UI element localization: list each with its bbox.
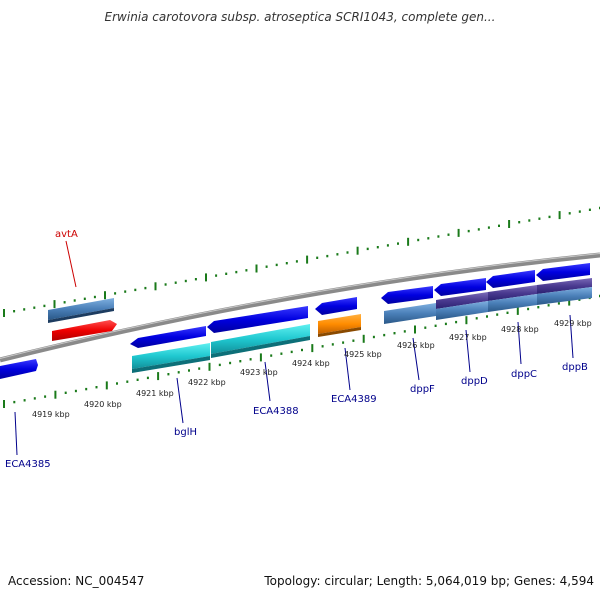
gene-label-dppB[interactable]: dppB bbox=[562, 362, 588, 373]
gene-dppF-feature[interactable] bbox=[381, 286, 436, 324]
gene-ECA4388-feature[interactable] bbox=[211, 324, 310, 358]
accession-text: Accession: NC_004547 bbox=[8, 574, 145, 588]
gene-label-dppC[interactable]: dppC bbox=[511, 369, 537, 380]
gene-label-dppD[interactable]: dppD bbox=[461, 376, 488, 387]
kbp-label: 4928 kbp bbox=[501, 325, 539, 334]
gene-ECA4389-feature[interactable] bbox=[315, 297, 361, 337]
topology-text: Topology: circular; Length: 5,064,019 bp… bbox=[264, 574, 594, 588]
gene-label-bglH[interactable]: bglH bbox=[174, 427, 197, 438]
gene-ECA4385-feature[interactable] bbox=[0, 359, 38, 379]
gene-dppD-feature[interactable] bbox=[434, 278, 488, 320]
kbp-label: 4920 kbp bbox=[84, 400, 122, 409]
gene-avtA-feature[interactable] bbox=[48, 298, 117, 341]
gene-bglH-feature[interactable] bbox=[130, 306, 308, 373]
genome-backbone bbox=[0, 252, 600, 363]
kbp-label: 4926 kbp bbox=[397, 341, 435, 350]
gene-dppC-feature[interactable] bbox=[486, 270, 537, 312]
kbp-label: 4922 kbp bbox=[188, 378, 226, 387]
gene-dppB-feature[interactable] bbox=[536, 263, 592, 305]
label-connectors bbox=[14, 240, 574, 456]
gene-labels: avtA ECA4385 bglH ECA4388 ECA4389 dppF d… bbox=[5, 229, 588, 470]
page-title: Erwinia carotovora subsp. atroseptica SC… bbox=[104, 10, 496, 24]
kbp-label: 4929 kbp bbox=[554, 319, 592, 328]
gene-label-dppF[interactable]: dppF bbox=[410, 384, 435, 395]
kbp-scale-labels: 4919 kbp 4920 kbp 4921 kbp 4922 kbp 4923… bbox=[32, 319, 592, 419]
gene-label-ECA4388[interactable]: ECA4388 bbox=[253, 406, 299, 417]
kbp-label: 4925 kbp bbox=[344, 350, 382, 359]
gene-label-ECA4389[interactable]: ECA4389 bbox=[331, 394, 377, 405]
kbp-label: 4921 kbp bbox=[136, 389, 174, 398]
upper-tick-track bbox=[3, 206, 600, 317]
kbp-label: 4923 kbp bbox=[240, 368, 278, 377]
lower-tick-track bbox=[3, 294, 600, 408]
kbp-label: 4924 kbp bbox=[292, 359, 330, 368]
gene-label-avtA[interactable]: avtA bbox=[55, 229, 78, 240]
gene-label-ECA4385[interactable]: ECA4385 bbox=[5, 459, 51, 470]
kbp-label: 4927 kbp bbox=[449, 333, 487, 342]
genome-backbone-highlight bbox=[0, 253, 600, 359]
kbp-label: 4919 kbp bbox=[32, 410, 70, 419]
